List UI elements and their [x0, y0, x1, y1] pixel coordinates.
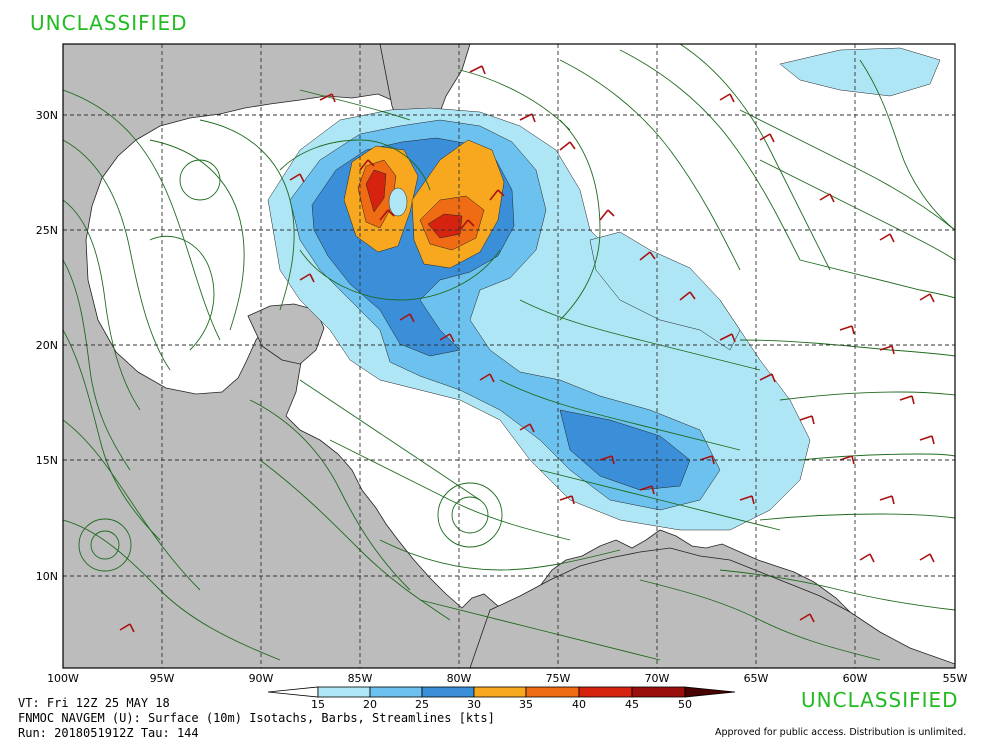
lon-label: 75W — [546, 672, 571, 685]
colorbar-lower-triangle — [267, 686, 319, 698]
colorbar-tick: 30 — [467, 698, 481, 711]
colorbar-tick: 35 — [519, 698, 533, 711]
longitude-labels: 100W 95W 90W 85W 80W 75W 70W 65W 60W 55W — [47, 672, 967, 685]
valid-time-text: VT: Fri 12Z 25 MAY 18 — [18, 696, 170, 710]
colorbar-tick: 40 — [572, 698, 586, 711]
colorbar-upper-triangle — [684, 686, 736, 698]
lat-label: 10N — [36, 570, 58, 583]
isotach-25-30-south — [559, 409, 691, 491]
colorbar-segment — [317, 686, 371, 698]
isotach-15-20-ne — [779, 47, 941, 97]
streamlines — [63, 44, 955, 661]
south-america-land — [469, 547, 955, 668]
lat-label: 20N — [36, 339, 58, 352]
lat-label: 15N — [36, 454, 58, 467]
isotach-shading — [267, 47, 941, 531]
approval-notice: Approved for public access. Distribution… — [715, 727, 967, 738]
colorbar-tick: 20 — [363, 698, 377, 711]
colorbar-segment — [421, 686, 475, 698]
colorbar-tick: 25 — [415, 698, 429, 711]
north-america-land — [63, 44, 955, 668]
run-time-text: Run: 2018051912Z Tau: 144 — [18, 726, 199, 740]
lon-label: 70W — [645, 672, 670, 685]
lon-label: 55W — [943, 672, 968, 685]
isotach-40-45 — [365, 169, 387, 213]
colorbar-segment — [525, 686, 580, 698]
colorbar-segment — [369, 686, 423, 698]
lon-label: 90W — [249, 672, 274, 685]
classification-banner-top: UNCLASSIFIED — [30, 11, 188, 35]
map-frame — [62, 43, 956, 669]
storm-eye — [388, 187, 408, 217]
product-description-text: FNMOC NAVGEM (U): Surface (10m) Isotachs… — [18, 711, 495, 725]
colorbar-segment — [578, 686, 633, 698]
classification-banner-bottom: UNCLASSIFIED — [801, 688, 959, 712]
colorbar: 15 20 25 30 35 40 45 50 — [267, 686, 736, 711]
latitude-labels: 30N 25N 20N 15N 10N — [36, 109, 58, 583]
lat-label: 25N — [36, 224, 58, 237]
lon-label: 80W — [447, 672, 472, 685]
isotach-40-45-east — [427, 213, 463, 239]
colorbar-tick: 15 — [311, 698, 325, 711]
lon-label: 85W — [348, 672, 373, 685]
lon-label: 60W — [843, 672, 868, 685]
colorbar-segment — [631, 686, 686, 698]
lon-label: 95W — [150, 672, 175, 685]
lon-label: 65W — [744, 672, 769, 685]
wind-barbs — [119, 65, 935, 633]
lat-label: 30N — [36, 109, 58, 122]
colorbar-tick: 45 — [625, 698, 639, 711]
lat-lon-grid — [63, 44, 955, 668]
lon-label: 100W — [47, 672, 79, 685]
colorbar-segment — [473, 686, 527, 698]
colorbar-tick: 50 — [678, 698, 692, 711]
